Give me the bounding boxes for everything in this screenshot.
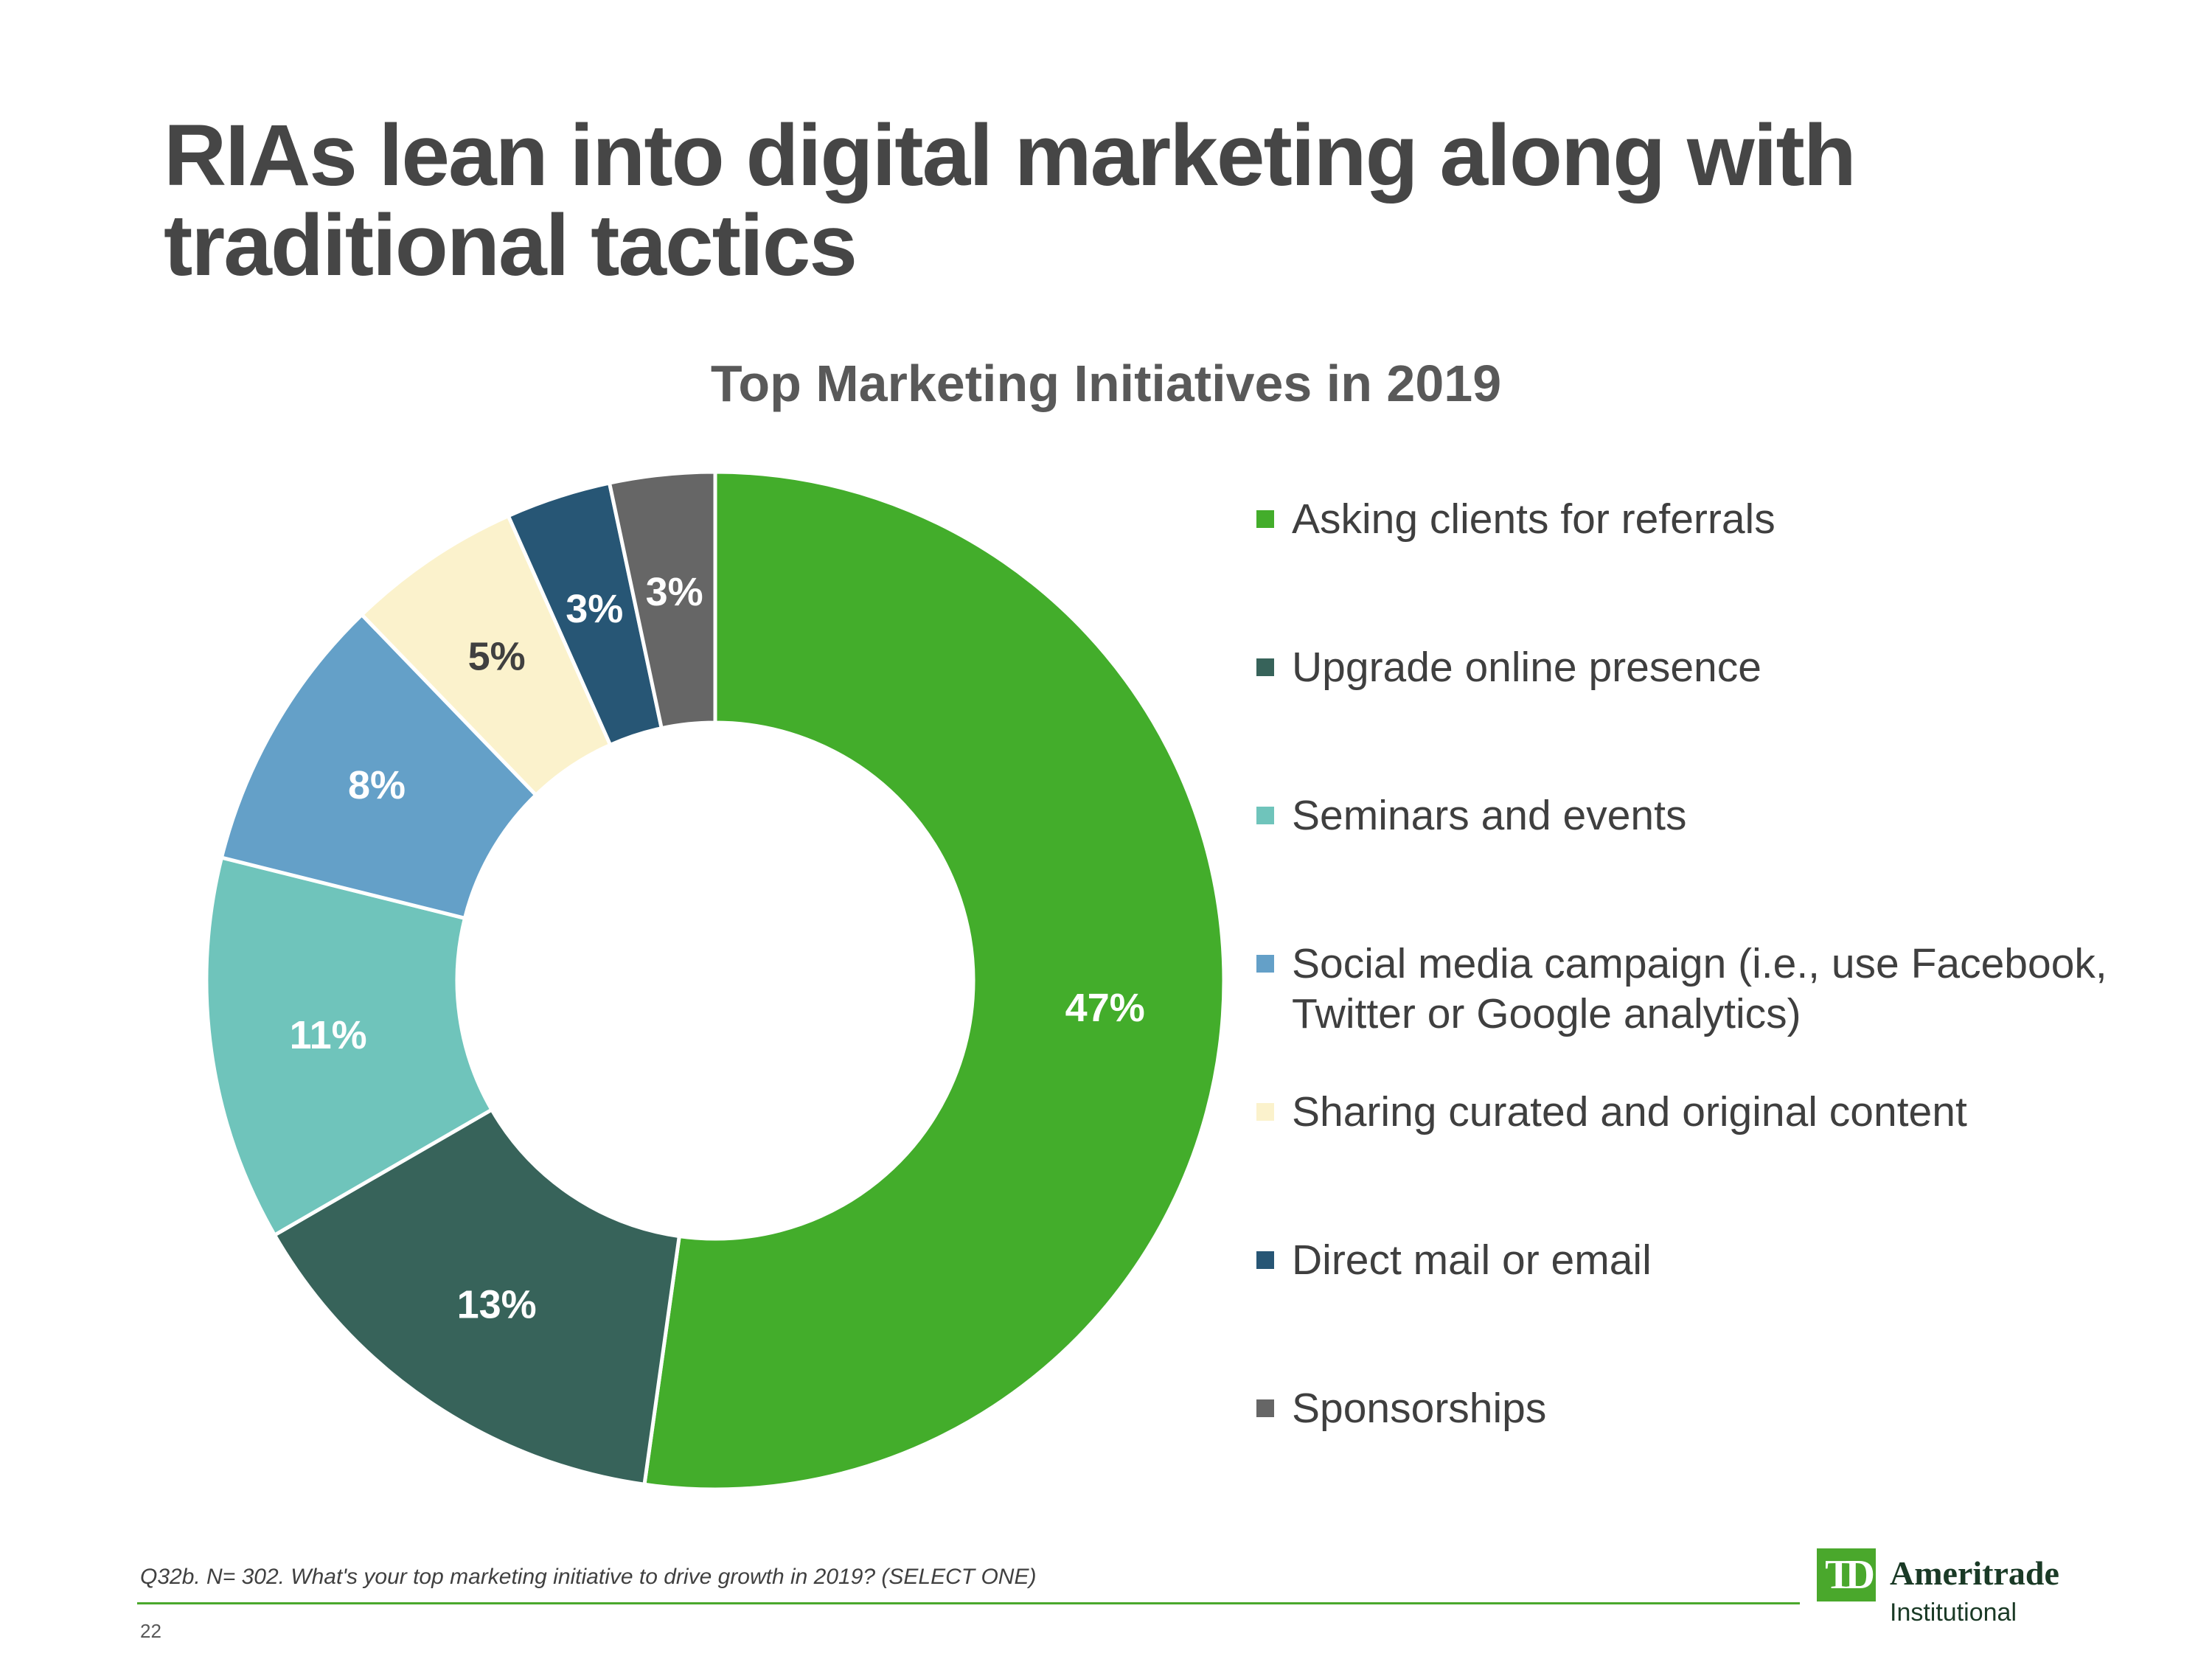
legend-swatch xyxy=(1256,807,1274,824)
td-logo-letters: TD xyxy=(1825,1552,1875,1598)
legend-item: Sharing curated and original content xyxy=(1256,1087,2141,1137)
legend-label: Seminars and events xyxy=(1292,792,1687,839)
slide-title: RIAs lean into digital marketing along w… xyxy=(164,107,1857,294)
donut-slice xyxy=(607,470,717,731)
legend-item: Sponsorships xyxy=(1256,1383,2141,1433)
logo-brand-name: Ameritrade xyxy=(1890,1554,2059,1592)
logo-subtitle: Institutional xyxy=(1890,1599,2017,1627)
legend-swatch xyxy=(1256,1399,1274,1417)
legend-swatch xyxy=(1256,658,1274,676)
slice-data-label: 3% xyxy=(566,587,623,631)
legend-swatch xyxy=(1256,955,1274,973)
legend-swatch xyxy=(1256,1251,1274,1269)
footnote: Q32b. N= 302. What's your top marketing … xyxy=(140,1565,1037,1589)
td-logo-mark: TD xyxy=(1817,1548,1876,1601)
footer-rule xyxy=(137,1602,1800,1604)
legend-label: Sponsorships xyxy=(1292,1385,1547,1432)
legend-swatch xyxy=(1256,510,1274,528)
slice-data-label: 5% xyxy=(468,635,526,679)
slice-data-label: 11% xyxy=(290,1013,367,1057)
slice-data-label: 47% xyxy=(1065,986,1145,1030)
donut-slice xyxy=(219,612,539,921)
legend-label: Social media campaign (i.e., use Faceboo… xyxy=(1292,940,2107,1037)
legend-item: Social media campaign (i.e., use Faceboo… xyxy=(1256,939,2141,1039)
donut-slice xyxy=(204,855,495,1238)
legend-item: Seminars and events xyxy=(1256,790,2141,841)
donut-slice xyxy=(272,1107,682,1487)
slice-data-label: 3% xyxy=(646,570,703,614)
slice-data-label: 13% xyxy=(457,1282,537,1326)
page-number: 22 xyxy=(140,1620,161,1642)
legend-item: Upgrade online presence xyxy=(1256,642,2141,692)
legend-label: Asking clients for referrals xyxy=(1292,495,1775,543)
legend-swatch xyxy=(1256,1103,1274,1121)
chart-title: Top Marketing Initiatives in 2019 xyxy=(710,355,1502,412)
legend-item: Direct mail or email xyxy=(1256,1235,2141,1285)
legend-item: Asking clients for referrals xyxy=(1256,494,2141,544)
slice-data-label: 8% xyxy=(348,763,406,807)
legend-label: Sharing curated and original content xyxy=(1292,1088,1967,1135)
donut-slice xyxy=(642,470,1226,1492)
legend-label: Direct mail or email xyxy=(1292,1237,1652,1284)
legend-label: Upgrade online presence xyxy=(1292,644,1761,691)
